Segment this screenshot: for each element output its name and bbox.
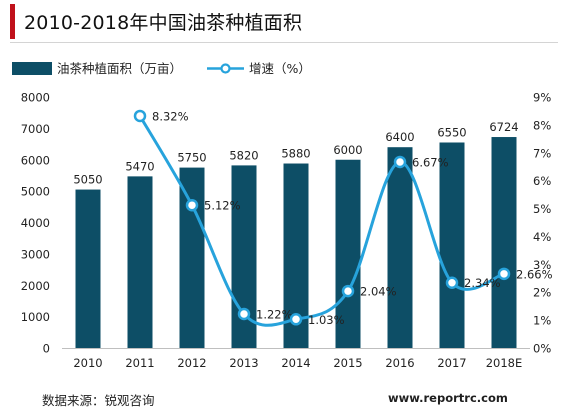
x-tick-label: 2017 bbox=[437, 356, 466, 370]
title-bar: 2010-2018年中国油茶种植面积 bbox=[10, 4, 558, 39]
y-left-tick-label: 0 bbox=[43, 342, 50, 356]
y-right-tick-label: 1% bbox=[533, 314, 551, 328]
growth-value-label: 8.32% bbox=[152, 109, 189, 123]
bar bbox=[491, 137, 517, 348]
y-right-tick-label: 8% bbox=[533, 118, 551, 132]
website-url: www.reportrc.com bbox=[388, 391, 508, 405]
legend-bar-label: 油茶种植面积（万亩） bbox=[57, 61, 182, 76]
bar bbox=[439, 142, 465, 348]
y-right-tick-label: 3% bbox=[533, 258, 551, 272]
growth-value-label: 2.04% bbox=[360, 285, 397, 299]
y-right-tick-label: 5% bbox=[533, 202, 551, 216]
combo-chart: 油茶种植面积（万亩） 增速（%） 0 1000 2000 3000 4000 5000 6000… bbox=[12, 61, 553, 370]
title-divider bbox=[10, 42, 558, 43]
y-right-tick-label: 6% bbox=[533, 174, 551, 188]
growth-marker bbox=[393, 155, 407, 169]
bar bbox=[75, 189, 101, 348]
y-left-tick-label: 2000 bbox=[21, 279, 50, 293]
x-tick-label: 2018E bbox=[486, 356, 523, 370]
y-right-tick-label: 9% bbox=[533, 91, 551, 105]
growth-value-label: 2.66% bbox=[516, 267, 553, 281]
bar-value-label: 6724 bbox=[489, 120, 518, 134]
bar bbox=[335, 159, 361, 348]
growth-marker bbox=[289, 313, 303, 326]
y-left-tick-label: 5000 bbox=[21, 185, 50, 199]
y-right-tick-label: 7% bbox=[533, 146, 551, 160]
growth-marker bbox=[341, 284, 355, 298]
bar bbox=[179, 167, 205, 348]
bar-value-label: 5820 bbox=[229, 148, 258, 162]
growth-value-label: 5.12% bbox=[204, 199, 241, 213]
bar bbox=[127, 176, 153, 348]
legend-line-label: 增速（%） bbox=[249, 61, 311, 76]
x-tick-label: 2013 bbox=[229, 356, 258, 370]
data-source: 数据来源：锐观咨询 bbox=[42, 393, 155, 408]
y-left-tick-label: 3000 bbox=[21, 247, 50, 261]
bar-value-label: 5470 bbox=[125, 159, 154, 173]
y-right-tick-label: 4% bbox=[533, 230, 551, 244]
growth-marker bbox=[133, 109, 147, 123]
growth-value-label: 1.22% bbox=[256, 307, 293, 321]
x-tick-label: 2011 bbox=[125, 356, 154, 370]
growth-marker bbox=[497, 267, 511, 281]
title-accent bbox=[10, 4, 15, 39]
y-right-tick-label: 2% bbox=[533, 286, 551, 300]
bar-value-label: 5880 bbox=[281, 147, 310, 161]
legend-bar-swatch bbox=[12, 62, 52, 75]
bar-value-label: 6400 bbox=[385, 130, 414, 144]
bar-value-label: 6000 bbox=[333, 143, 362, 157]
growth-line bbox=[138, 115, 505, 327]
y-left-tick-label: 8000 bbox=[21, 91, 50, 105]
y-left-tick-label: 6000 bbox=[21, 153, 50, 167]
growth-marker bbox=[185, 198, 199, 212]
growth-value-label: 6.67% bbox=[412, 155, 449, 169]
bar-value-label: 6550 bbox=[437, 125, 466, 139]
growth-value-label: 2.34% bbox=[464, 276, 501, 290]
y-left-tick-label: 4000 bbox=[21, 216, 50, 230]
x-tick-label: 2015 bbox=[333, 356, 362, 370]
bar-value-label: 5750 bbox=[177, 151, 206, 165]
legend-line-marker bbox=[220, 63, 231, 74]
x-tick-label: 2012 bbox=[177, 356, 206, 370]
y-right-tick-label: 0% bbox=[533, 342, 551, 356]
bar bbox=[387, 147, 413, 348]
growth-marker bbox=[237, 307, 251, 321]
x-tick-label: 2010 bbox=[73, 356, 102, 370]
y-left-tick-label: 1000 bbox=[21, 310, 50, 324]
chart-title: 2010-2018年中国油茶种植面积 bbox=[24, 12, 303, 34]
y-left-tick-label: 7000 bbox=[21, 122, 50, 136]
x-tick-label: 2016 bbox=[385, 356, 414, 370]
growth-value-label: 1.03% bbox=[308, 313, 345, 327]
x-tick-label: 2014 bbox=[281, 356, 310, 370]
bar-value-label: 5050 bbox=[73, 173, 102, 187]
growth-marker bbox=[445, 276, 459, 289]
